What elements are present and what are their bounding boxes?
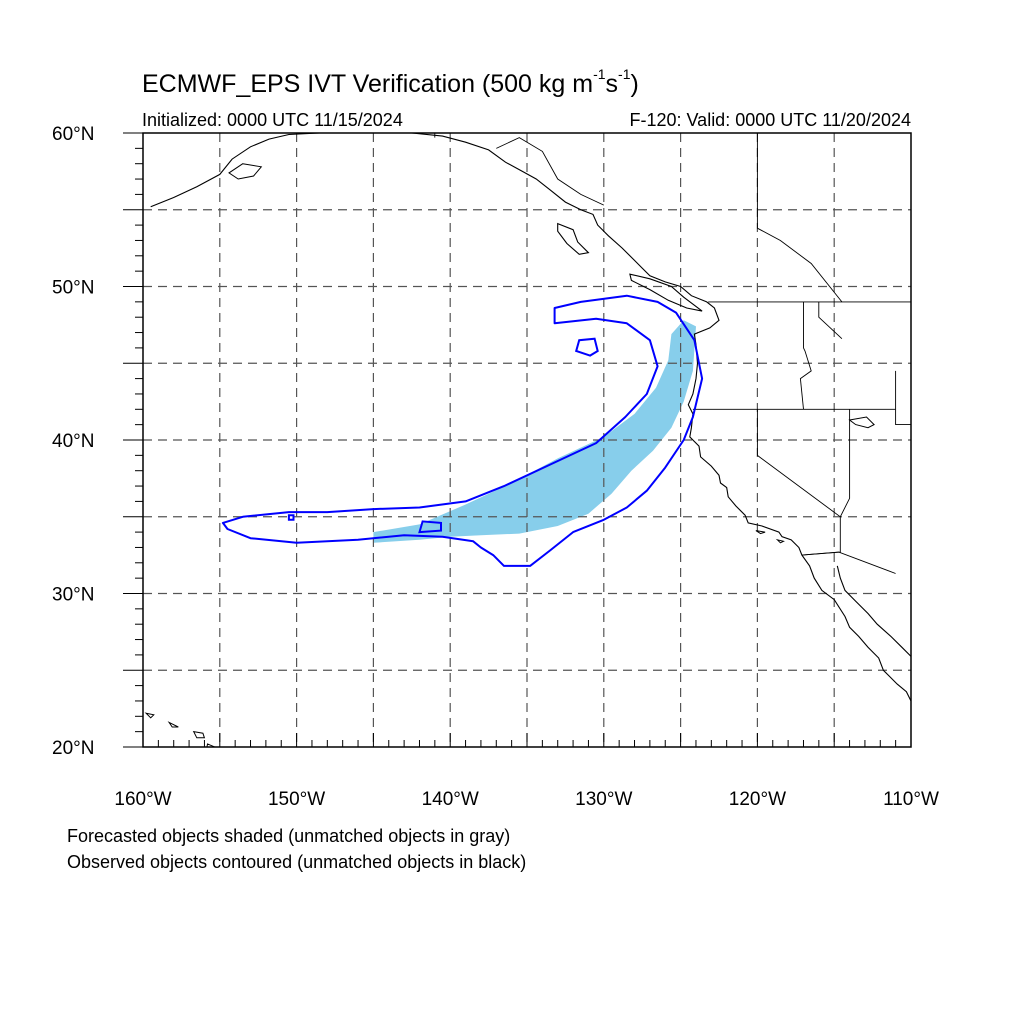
island-outline xyxy=(228,163,263,180)
political-border xyxy=(756,133,843,303)
init-time-label: Initialized: 0000 UTC 11/15/2024 xyxy=(142,110,403,130)
map-title: ECMWF_EPS IVT Verification (500 kg m-1s-… xyxy=(142,66,639,98)
observed-object-contour xyxy=(221,294,704,567)
haida-gwaii-island xyxy=(557,222,590,255)
observed-note: Observed objects contoured (unmatched ob… xyxy=(67,852,527,872)
island-outline xyxy=(755,530,766,535)
lat-tick-label: 30°N xyxy=(52,585,94,606)
valid-time-label: F-120: Valid: 0000 UTC 11/20/2024 xyxy=(629,110,911,130)
political-border xyxy=(818,301,843,340)
lon-tick-label: 160°W xyxy=(114,789,171,810)
lat-tick-label: 60°N xyxy=(52,124,94,145)
lat-tick-label: 50°N xyxy=(52,278,94,299)
coastline xyxy=(150,133,911,702)
island-outline xyxy=(144,712,155,719)
island-outline xyxy=(167,721,179,728)
lat-tick-label: 40°N xyxy=(52,431,94,452)
political-border xyxy=(496,137,604,206)
lat-tick-label: 20°N xyxy=(52,738,94,759)
political-border xyxy=(801,551,896,574)
political-border xyxy=(895,409,911,426)
gulf-of-california-coast xyxy=(836,565,911,657)
lon-tick-label: 150°W xyxy=(268,789,325,810)
political-border xyxy=(756,409,841,556)
island-outline xyxy=(775,538,785,544)
island-outline xyxy=(848,416,875,429)
island-outline xyxy=(192,730,206,739)
observed-object-contour xyxy=(418,520,442,534)
forecast-object-shading xyxy=(373,320,696,543)
lon-tick-label: 110°W xyxy=(883,789,939,810)
political-border xyxy=(799,301,812,410)
island-outline xyxy=(206,743,217,747)
political-border xyxy=(839,409,851,518)
lon-tick-label: 120°W xyxy=(729,789,786,810)
observed-object-contour xyxy=(574,337,599,357)
lon-tick-label: 140°W xyxy=(422,789,479,810)
forecast-note: Forecasted objects shaded (unmatched obj… xyxy=(67,826,511,846)
observed-object-contour xyxy=(287,514,295,521)
vancouver-island xyxy=(629,273,703,312)
lon-tick-label: 130°W xyxy=(575,789,632,810)
